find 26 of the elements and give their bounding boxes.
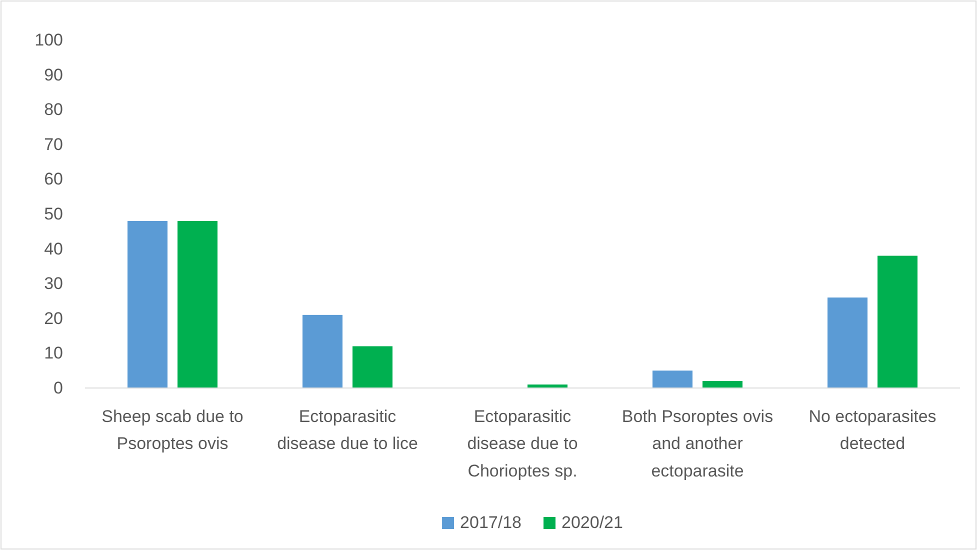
bar [128,220,168,388]
y-tick-label: 40 [44,239,63,258]
legend-label: 2017/18 [460,513,522,532]
y-tick-label: 20 [44,308,63,328]
bar [828,298,868,388]
legend-label: 2020/21 [562,513,623,532]
x-tick-label: Ectoparasitic disease due to Chorioptes sp. [467,407,578,480]
x-tick-label: Both Psoroptes ovis and another ectoparasite [622,407,774,480]
bar [178,220,218,388]
x-tick-label: No ectoparasites detected [808,407,936,454]
y-tick-label: 50 [44,204,63,224]
bar [878,256,918,388]
y-tick-label: 30 [44,274,63,294]
y-tick-label: 0 [54,378,63,398]
x-tick-label: Sheep scab due to Psoroptes ovis [102,407,244,454]
x-tick-label: Ectoparasitic disease due to lice [277,407,418,454]
y-tick-label: 70 [44,134,63,154]
y-tick-label: 10 [44,344,63,363]
bar [302,314,342,388]
bar [652,370,692,388]
y-tick-label: 60 [44,170,63,189]
bar [352,346,392,388]
bar [702,381,742,388]
y-tick-label: 90 [44,65,63,84]
y-tick-label: 80 [44,100,63,120]
y-tick-label: 100 [34,30,63,50]
